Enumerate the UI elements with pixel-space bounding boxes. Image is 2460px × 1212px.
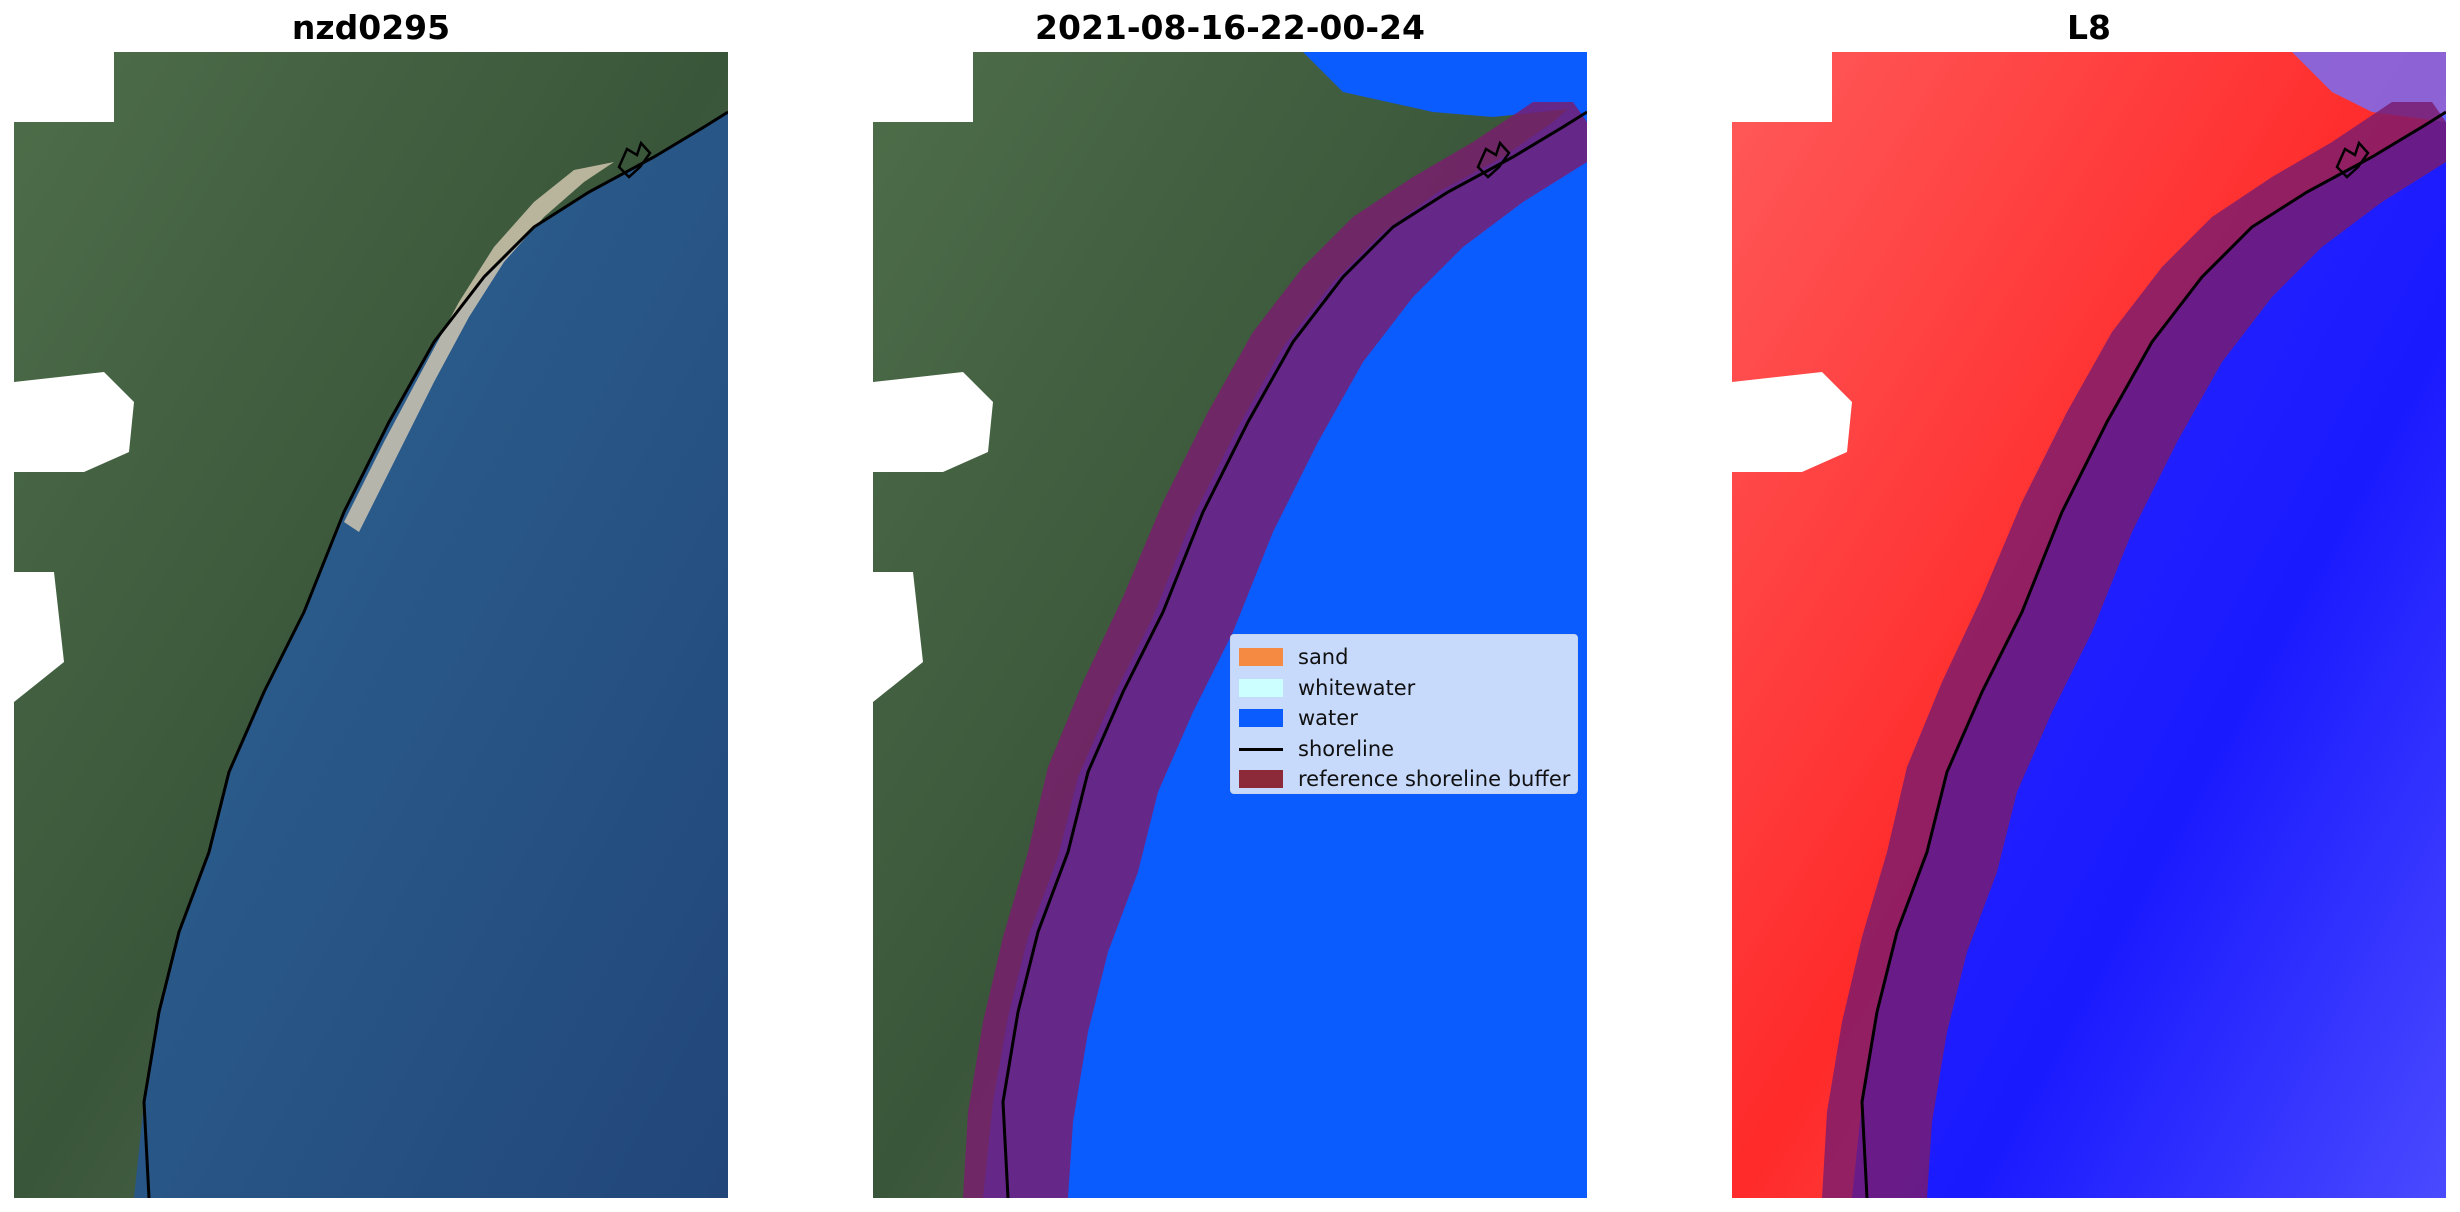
buffer-zone: [963, 102, 1587, 1198]
panel-title-rgb: nzd0295: [291, 8, 451, 47]
legend-label: whitewater: [1298, 675, 1416, 700]
legend-item-sand: sand: [1239, 642, 1569, 673]
shoreline-swatch: [1239, 740, 1283, 758]
nodata-left-mid: [873, 372, 993, 472]
nodata-left-top: [14, 52, 114, 122]
whitewater-swatch: [1239, 678, 1283, 697]
nodata-left-top: [873, 52, 973, 122]
nodata-left-low: [873, 572, 923, 702]
index-panel: [1732, 52, 2446, 1198]
sand-swatch: [1239, 648, 1283, 667]
buffer-zone: [1822, 102, 2446, 1198]
reference-outline: [1476, 140, 1511, 179]
legend-item-buffer: reference shoreline buffer: [1239, 764, 1571, 795]
panel-title-classified: 2021-08-16-22-00-24: [1035, 8, 1425, 47]
legend-item-whitewater: whitewater: [1239, 673, 1569, 704]
water-class-inlet: [1303, 52, 1587, 117]
buffer-swatch: [1239, 770, 1283, 789]
nodata-left-mid: [14, 372, 134, 472]
reference-outline: [617, 140, 652, 179]
nodata-left-low: [14, 572, 64, 702]
classified-panel: [873, 52, 1587, 1198]
nodata-left-mid: [1732, 372, 1852, 472]
satellite-rgb-panel: [14, 52, 728, 1198]
nodata-left-top: [1732, 52, 1832, 122]
shoreline-line: [1860, 110, 2446, 1198]
legend-item-water: water: [1239, 703, 1569, 734]
legend-label: reference shoreline buffer: [1298, 767, 1571, 792]
legend-label: water: [1298, 706, 1358, 731]
legend-label: shoreline: [1298, 736, 1395, 761]
water-index-area: [1852, 112, 2446, 1198]
legend-item-shoreline: shoreline: [1239, 734, 1569, 765]
shoreline-line: [142, 110, 728, 1198]
beach-strip: [344, 162, 614, 532]
shoreline-line: [1001, 110, 1587, 1198]
water-swatch: [1239, 709, 1283, 728]
panel-title-index: L8: [2067, 8, 2111, 47]
legend-label: sand: [1298, 645, 1349, 670]
reference-outline: [2335, 140, 2370, 179]
sea-area: [134, 112, 728, 1198]
legend: sand whitewater water shoreline referenc…: [1230, 634, 1578, 794]
